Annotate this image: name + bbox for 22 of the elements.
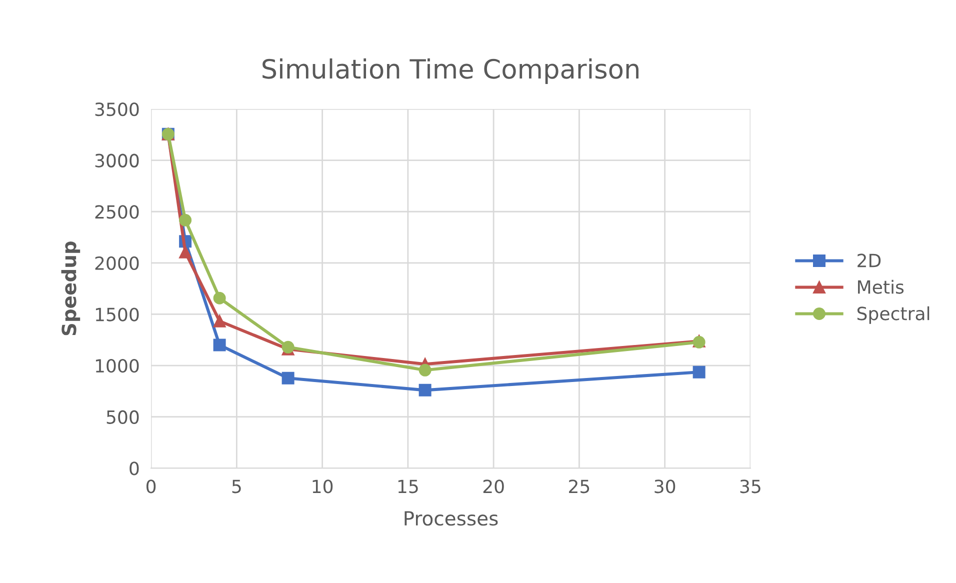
chart-title: Simulation Time Comparison (262, 58, 638, 84)
y-tick-label: 1000 (96, 359, 139, 373)
y-tick-label: 0 (130, 462, 139, 476)
legend-label: Spectral (857, 306, 930, 324)
x-tick-label: 15 (398, 480, 418, 494)
y-tick-label: 2000 (95, 256, 139, 270)
y-tick-label: 500 (106, 410, 139, 424)
y-tick-label: 3500 (95, 102, 139, 116)
x-tick-label: 5 (232, 480, 241, 494)
y-tick-label: 1500 (96, 308, 139, 322)
x-tick-label: 35 (740, 480, 760, 494)
x-tick-label: 0 (146, 480, 156, 494)
x-tick-label: 30 (654, 480, 676, 494)
y-tick-label: 2500 (95, 205, 139, 219)
legend-label: 2D (858, 254, 881, 268)
legend-label: Metis (858, 280, 904, 294)
x-axis-title: Processes (404, 511, 498, 526)
x-tick-label: 10 (312, 480, 333, 494)
y-tick-label: 3000 (95, 154, 139, 168)
x-tick-label: 25 (569, 480, 590, 494)
y-axis-title: Speedup (61, 241, 80, 336)
x-tick-label: 20 (483, 480, 504, 494)
